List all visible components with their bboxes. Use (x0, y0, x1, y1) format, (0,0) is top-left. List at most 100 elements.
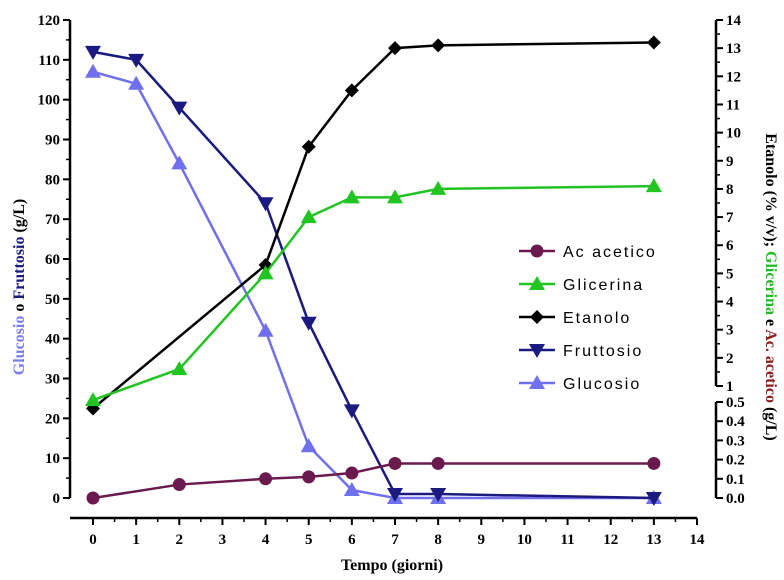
legend-item-etanolo: Etanolo (519, 310, 631, 327)
left-tick-label: 20 (45, 411, 60, 427)
x-tick-label: 2 (176, 532, 184, 548)
left-axis-title-part: Fruttosio (11, 237, 28, 300)
x-tick-label: 14 (690, 532, 706, 548)
data-point-fruttosio (85, 45, 101, 60)
data-point-glucosio (171, 155, 188, 170)
data-point-glicerina (387, 189, 403, 204)
right-upper-tick-label: 10 (726, 126, 741, 142)
right-upper-tick-label: 5 (726, 266, 734, 282)
data-point-etanolo (646, 35, 661, 50)
right-upper-tick-label: 6 (726, 238, 734, 254)
axes: 0 1 2 3 4 5 6 7 8 9 10 11 12 13 1401020304050607080901… (38, 13, 746, 548)
x-tick-label: 6 (348, 532, 356, 548)
x-tick-label: 5 (305, 532, 313, 548)
x-axis-title: Tempo (giorni) (341, 557, 443, 574)
data-point-ac-acetico (259, 472, 273, 486)
right-upper-tick-label: 12 (726, 69, 741, 85)
data-point-ac-acetico (302, 470, 316, 484)
legend-label: Glucosio (563, 376, 641, 393)
left-tick-label: 80 (45, 172, 60, 188)
data-point-glicerina (343, 189, 360, 204)
x-tick-label: 12 (603, 532, 618, 548)
data-point-etanolo (344, 83, 359, 98)
series-line-ac-acetico (92, 462, 654, 500)
right-axis-title-part: (g/L) (762, 403, 779, 441)
series-glicerina (85, 178, 662, 407)
right-upper-tick-label: 3 (726, 323, 734, 339)
data-point-glicerina (300, 209, 317, 224)
right-upper-tick-label: 7 (726, 210, 734, 226)
data-point-fruttosio (128, 53, 145, 68)
x-tick-label: 4 (262, 532, 270, 548)
legend-marker (529, 276, 545, 290)
data-point-glucosio (343, 482, 360, 497)
legend-label: Etanolo (563, 310, 631, 327)
left-tick-label: 0 (53, 491, 61, 507)
right-upper-tick-label: 9 (726, 154, 734, 170)
x-tick-label: 11 (560, 532, 574, 548)
data-point-glucosio (300, 438, 317, 453)
x-tick-label: 1 (132, 532, 140, 548)
data-point-glicerina (430, 180, 447, 195)
right-lower-tick-label: 0.2 (726, 453, 745, 469)
left-tick-label: 60 (45, 252, 60, 268)
data-point-glicerina (257, 265, 274, 280)
left-tick-label: 70 (45, 212, 60, 228)
legend: Ac acetico Glicerina Etanolo Fruttosio Gluco… (519, 244, 657, 393)
right-upper-tick-label: 14 (726, 13, 742, 29)
right-axis-title-part: Etanolo (% v/v); (762, 133, 779, 251)
left-tick-label: 120 (38, 13, 61, 29)
legend-item-glucosio: Glucosio (519, 375, 641, 393)
left-axis-title: Glucosio o Fruttosio (g/L) (11, 199, 28, 375)
legend-item-ac-acetico: Ac acetico (519, 244, 657, 261)
data-point-etanolo (301, 139, 316, 154)
right-upper-tick-label: 8 (726, 182, 734, 198)
data-point-fruttosio (645, 492, 662, 506)
data-point-fruttosio (343, 404, 360, 419)
data-point-ac-acetico (172, 478, 186, 492)
right-upper-tick-label: 1 (726, 379, 734, 395)
data-point-glucosio (85, 63, 101, 78)
data-point-glucosio (257, 322, 274, 337)
right-axis-title-part: Glicerina (762, 251, 779, 315)
data-point-fruttosio (171, 101, 188, 116)
data-point-etanolo (431, 38, 446, 53)
left-axis-title-part: Glucosio (11, 316, 28, 376)
data-point-glicerina (645, 178, 662, 193)
x-tick-label: 9 (478, 532, 486, 548)
data-point-ac-acetico (647, 456, 661, 470)
x-tick-label: 13 (646, 532, 661, 548)
legend-item-fruttosio: Fruttosio (519, 343, 643, 360)
legend-marker (529, 375, 545, 389)
axis-titles: Tempo (giorni) Glucosio o Fruttosio (g/L… (11, 133, 779, 574)
x-tick-label: 3 (219, 532, 227, 548)
data-point-glicerina (171, 361, 188, 376)
series-line-glicerina (92, 184, 654, 402)
data-point-fruttosio (387, 488, 403, 503)
legend-marker (530, 310, 544, 324)
right-axis-title-part: Ac. acetico (762, 329, 779, 403)
data-point-fruttosio (430, 488, 447, 503)
left-tick-label: 50 (45, 292, 60, 308)
data-point-ac-acetico (431, 456, 445, 470)
data-point-ac-acetico (86, 491, 100, 505)
x-tick-label: 0 (89, 532, 97, 548)
data-point-ac-acetico (345, 466, 359, 480)
right-upper-tick-label: 13 (726, 41, 741, 57)
legend-label: Ac acetico (563, 244, 657, 261)
data-point-fruttosio (300, 316, 317, 331)
right-lower-tick-label: 0.5 (726, 395, 745, 411)
legend-marker (529, 344, 545, 358)
left-tick-label: 10 (45, 451, 60, 467)
legend-label: Glicerina (563, 277, 644, 294)
legend-marker (530, 244, 544, 258)
legend-label: Fruttosio (563, 343, 643, 360)
right-lower-tick-label: 0.3 (726, 433, 745, 449)
left-tick-label: 100 (38, 93, 61, 109)
left-tick-label: 110 (38, 53, 60, 69)
right-lower-tick-label: 0.4 (726, 414, 745, 430)
series-ac-acetico (86, 456, 661, 505)
left-tick-label: 30 (45, 372, 60, 388)
left-tick-label: 90 (45, 133, 60, 149)
